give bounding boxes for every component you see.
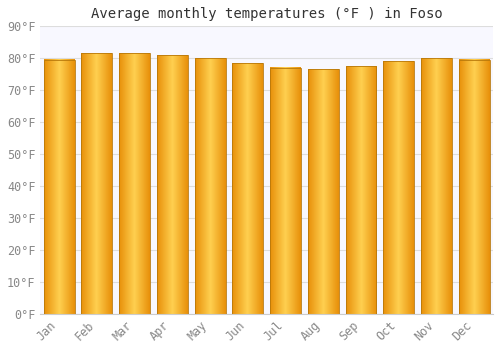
Bar — [194, 58, 226, 314]
Title: Average monthly temperatures (°F ) in Foso: Average monthly temperatures (°F ) in Fo… — [91, 7, 443, 21]
Bar — [458, 60, 490, 314]
Bar — [44, 60, 74, 314]
Bar — [157, 55, 188, 314]
Bar — [270, 68, 301, 314]
Bar — [384, 62, 414, 314]
Bar — [119, 54, 150, 314]
Bar — [82, 54, 112, 314]
Bar — [346, 66, 376, 314]
Bar — [308, 69, 338, 314]
Bar — [232, 63, 264, 314]
Bar — [421, 58, 452, 314]
